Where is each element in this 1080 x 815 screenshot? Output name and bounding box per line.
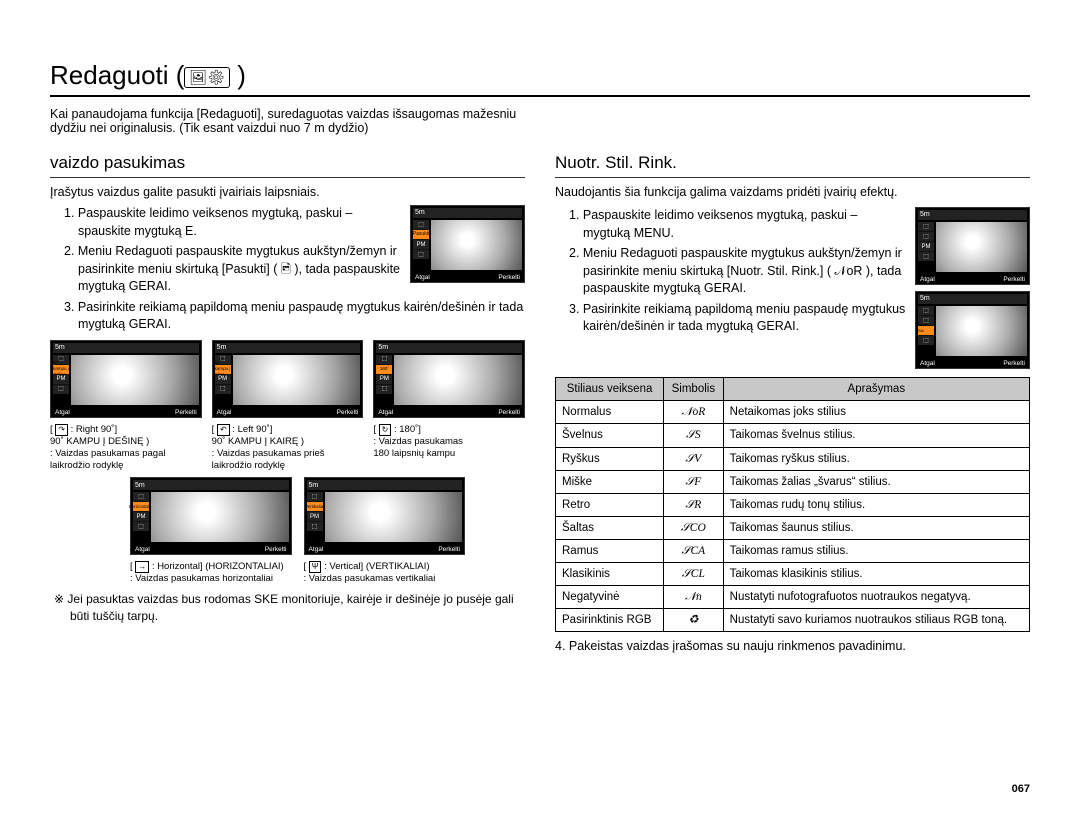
table-header: Stiliaus veiksena bbox=[556, 378, 664, 401]
table-cell: Taikomas ramus stilius. bbox=[723, 539, 1029, 562]
table-cell: 𝒮R bbox=[664, 493, 724, 516]
thumb-row-2: 5m ⬚HorizontaliaiPM⬚ AtgalPerkelti [ → :… bbox=[130, 477, 465, 585]
rotate-lead: Įrašytus vaizdus galite pasukti įvairiai… bbox=[50, 184, 525, 202]
move-label: Perkelti bbox=[1003, 359, 1025, 368]
back-label: Atgal bbox=[920, 359, 935, 368]
thumb-caption: [ ↶ : Left 90˚] 90˚ KAMPU Į KAIRĘ ): Vai… bbox=[212, 424, 364, 472]
table-cell: 𝒮S bbox=[664, 424, 724, 447]
table-cell: Taikomas šaunus stilius. bbox=[723, 516, 1029, 539]
thumb-style-group: 5m ⬚⬚PM⬚ AtgalPerkelti 5m ⬚⬚Nuotr. Stil.… bbox=[915, 207, 1030, 375]
flip-thumb: 5m ⬚VertikaliaiPM⬚ AtgalPerkelti bbox=[304, 477, 466, 555]
res-icon: 5m bbox=[920, 210, 930, 220]
table-cell: 𝒩oR bbox=[664, 401, 724, 424]
table-row: Miške𝒮FTaikomas žalias „švarus“ stilius. bbox=[556, 470, 1030, 493]
table-row: Retro𝒮RTaikomas rudų tonų stilius. bbox=[556, 493, 1030, 516]
table-cell: 𝒮F bbox=[664, 470, 724, 493]
table-cell: Klasikinis bbox=[556, 563, 664, 586]
section-rotate: vaizdo pasukimas bbox=[50, 151, 525, 178]
res-icon: 5m bbox=[415, 208, 425, 218]
table-cell: Miške bbox=[556, 470, 664, 493]
table-cell: Retro bbox=[556, 493, 664, 516]
edit-icon: 🖼⚙ bbox=[184, 67, 230, 88]
style-lead: Naudojantis šia funkcija galima vaizdams… bbox=[555, 184, 1030, 202]
right-column: Nuotr. Stil. Rink. Naudojantis šia funkc… bbox=[555, 143, 1030, 656]
intro-text: Kai panaudojama funkcija [Redaguoti], su… bbox=[50, 107, 530, 135]
table-cell: Šaltas bbox=[556, 516, 664, 539]
thumb-caption: [ ↷ : Right 90˚] 90˚ KAMPU Į DEŠINĘ ): V… bbox=[50, 424, 202, 472]
table-cell: Nustatyti savo kuriamos nuotraukos stili… bbox=[723, 609, 1029, 632]
res-icon: 5m bbox=[920, 294, 930, 304]
table-row: Švelnus𝒮STaikomas švelnus stilius. bbox=[556, 424, 1030, 447]
thumb-style-2: 5m ⬚⬚Nuotr. Stil. Rink.⬚ AtgalPerkelti bbox=[915, 291, 1030, 369]
table-row: Normalus𝒩oRNetaikomas joks stilius bbox=[556, 401, 1030, 424]
table-row: Ramus𝒮CATaikomas ramus stilius. bbox=[556, 539, 1030, 562]
thumb-caption: [ → : Horizontal] (HORIZONTALIAI): Vaizd… bbox=[130, 561, 292, 585]
table-row: Klasikinis𝒮CLTaikomas klasikinis stilius… bbox=[556, 563, 1030, 586]
table-cell: Ryškus bbox=[556, 447, 664, 470]
table-cell: Negatyvinė bbox=[556, 586, 664, 609]
page-title: Redaguoti (🖼⚙ ) bbox=[50, 60, 1030, 97]
table-cell: Normalus bbox=[556, 401, 664, 424]
table-row: Šaltas𝒮COTaikomas šaunus stilius. bbox=[556, 516, 1030, 539]
page-number: 067 bbox=[1012, 783, 1030, 795]
table-cell: Švelnus bbox=[556, 424, 664, 447]
left-column: vaizdo pasukimas Įrašytus vaizdus galite… bbox=[50, 143, 525, 656]
table-cell: Netaikomas joks stilius bbox=[723, 401, 1029, 424]
menu-highlight: Nuotr. Stil. Rink. bbox=[918, 326, 934, 335]
styles-table: Stiliaus veiksenaSimbolisAprašymas Norma… bbox=[555, 377, 1030, 632]
step-3: 3. Pasirinkite reikiamą papildomą meniu … bbox=[64, 299, 525, 334]
move-label: Perkelti bbox=[1003, 275, 1025, 284]
thumb-caption: [ Ψ : Vertical] (VERTIKALIAI): Vaizdas p… bbox=[304, 561, 466, 585]
table-cell: Taikomas švelnus stilius. bbox=[723, 424, 1029, 447]
table-cell: ♻ bbox=[664, 609, 724, 632]
table-cell: 𝒮CA bbox=[664, 539, 724, 562]
table-cell: Taikomas rudų tonų stilius. bbox=[723, 493, 1029, 516]
thumb-row-1: 5m ⬚90˚ kampu į dešinęPM⬚ AtgalPerkelti … bbox=[50, 340, 525, 472]
title-close: ) bbox=[230, 60, 246, 90]
table-cell: 𝒮CL bbox=[664, 563, 724, 586]
title-text: Redaguoti ( bbox=[50, 60, 184, 90]
move-label: Perkelti bbox=[498, 273, 520, 282]
flip-thumb: 5m ⬚HorizontaliaiPM⬚ AtgalPerkelti bbox=[130, 477, 292, 555]
section-style: Nuotr. Stil. Rink. bbox=[555, 151, 1030, 178]
thumb-caption: [ ↻ : 180˚] : Vaizdas pasukamas 180 laip… bbox=[373, 424, 525, 460]
back-label: Atgal bbox=[415, 273, 430, 282]
table-header: Aprašymas bbox=[723, 378, 1029, 401]
table-header: Simbolis bbox=[664, 378, 724, 401]
rotate-note: ※ Jei pasuktas vaizdas bus rodomas SKE m… bbox=[50, 591, 525, 625]
table-row: Ryškus𝒮VTaikomas ryškus stilius. bbox=[556, 447, 1030, 470]
table-cell: 𝒮CO bbox=[664, 516, 724, 539]
step-4: 4. Pakeistas vaizdas įrašomas su nauju r… bbox=[555, 638, 1030, 656]
table-cell: 𝒩n bbox=[664, 586, 724, 609]
thumb-style-1: 5m ⬚⬚PM⬚ AtgalPerkelti bbox=[915, 207, 1030, 285]
thumb-rotate-menu: 5m ⬚PasuktiPM⬚ AtgalPerkelti bbox=[410, 205, 525, 289]
table-cell: Taikomas žalias „švarus“ stilius. bbox=[723, 470, 1029, 493]
rotation-thumb: 5m ⬚90˚ kampu į dešinęPM⬚ AtgalPerkelti bbox=[50, 340, 202, 418]
back-label: Atgal bbox=[920, 275, 935, 284]
rotation-thumb: 5m ⬚90˚ kampu į kairęPM⬚ AtgalPerkelti bbox=[212, 340, 364, 418]
table-cell: 𝒮V bbox=[664, 447, 724, 470]
table-row: Negatyvinė𝒩nNustatyti nufotografuotos nu… bbox=[556, 586, 1030, 609]
table-row: Pasirinktinis RGB♻Nustatyti savo kuriamo… bbox=[556, 609, 1030, 632]
table-cell: Ramus bbox=[556, 539, 664, 562]
table-cell: Taikomas ryškus stilius. bbox=[723, 447, 1029, 470]
table-cell: Taikomas klasikinis stilius. bbox=[723, 563, 1029, 586]
table-cell: Pasirinktinis RGB bbox=[556, 609, 664, 632]
menu-highlight: Pasukti bbox=[413, 230, 429, 239]
rotation-thumb: 5m ⬚180˚PM⬚ AtgalPerkelti bbox=[373, 340, 525, 418]
table-cell: Nustatyti nufotografuotos nuotraukos neg… bbox=[723, 586, 1029, 609]
